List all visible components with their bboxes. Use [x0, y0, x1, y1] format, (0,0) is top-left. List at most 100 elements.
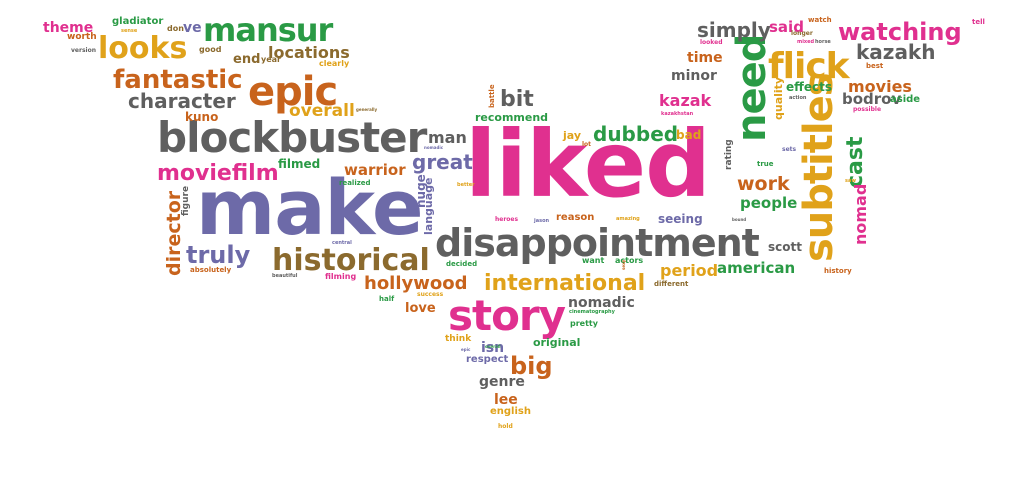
word-blockbuster: blockbuster	[157, 113, 428, 162]
word-cinematography: cinematography	[569, 309, 616, 315]
word-year: year	[261, 55, 281, 64]
word-simply: simply	[697, 18, 771, 42]
word-bound: bound	[732, 217, 746, 222]
word-bit: bit	[500, 87, 534, 112]
word-end: end	[233, 52, 260, 67]
word-jason: jason	[533, 218, 549, 224]
word-locations: locations	[268, 43, 350, 62]
word-lee: lee	[494, 392, 518, 408]
word-good: good	[199, 45, 222, 54]
word-generally: generally	[356, 107, 378, 112]
word-make: make	[196, 163, 423, 252]
word-looks: looks	[98, 31, 187, 66]
word-original: original	[533, 336, 580, 349]
word-sense: sense	[121, 28, 138, 34]
word-reason: reason	[556, 212, 594, 223]
word-subtitles: subtitles	[796, 73, 842, 262]
word-gladiator: gladiator	[112, 16, 163, 27]
word-clearly: clearly	[319, 59, 350, 68]
word-scott: scott	[768, 240, 802, 254]
word-fantastic: fantastic	[113, 65, 243, 95]
word-version: version	[71, 47, 96, 54]
word-theme: theme	[43, 20, 93, 36]
word-character: character	[128, 89, 236, 113]
word-story: story	[448, 291, 566, 340]
word-respect: respect	[466, 354, 509, 365]
word-hold: hold	[498, 423, 513, 430]
word-overall: overall	[289, 101, 355, 121]
word-don: don	[167, 24, 184, 33]
word-american: american	[717, 259, 795, 277]
word-nomad: nomad	[851, 184, 870, 245]
word-actors: actors	[615, 256, 643, 265]
word-flick: flick	[768, 46, 851, 87]
word-lot: lot	[582, 141, 591, 148]
word-said: said	[769, 18, 804, 36]
word-historical: historical	[272, 243, 430, 278]
word-great: great	[412, 150, 473, 174]
word-seeing: seeing	[658, 212, 703, 226]
word-bad: bad	[676, 128, 701, 142]
word-kazak: kazak	[659, 91, 712, 110]
word-watch: watch	[808, 16, 832, 24]
word-director: director	[163, 190, 185, 276]
word-history: history	[824, 267, 852, 275]
word-man: man	[428, 128, 467, 147]
word-cast: cast	[843, 136, 868, 188]
word-jay: jay	[562, 129, 581, 142]
word-genre: genre	[479, 374, 525, 390]
word-realized: realized	[339, 179, 371, 187]
word-possible: possible	[853, 106, 881, 113]
word-work: work	[737, 173, 790, 195]
word-huge: huge	[414, 174, 428, 208]
word-filming: filming	[325, 272, 356, 281]
word-quality: quality	[772, 77, 785, 120]
word-need: need	[729, 35, 775, 142]
word-truly: truly	[186, 241, 251, 269]
word-kazakhstan: kazakhstan	[661, 111, 694, 117]
word-battle: battle	[488, 84, 496, 108]
word-warrior: warrior	[344, 161, 406, 179]
word-ve: ve	[183, 20, 202, 36]
word-pretty: pretty	[570, 319, 599, 328]
word-moviefilm: moviefilm	[157, 161, 279, 186]
word-liked: liked	[465, 111, 710, 218]
word-dubbed: dubbed	[593, 122, 678, 146]
word-figure: figure	[181, 186, 191, 216]
word-epic: epic	[248, 69, 337, 115]
word-half: half	[379, 295, 395, 303]
word-aside: aside	[890, 94, 920, 105]
word-true: true	[757, 160, 774, 168]
word-central: central	[332, 240, 352, 246]
word-time: time	[687, 50, 723, 66]
word-mansur: mansur	[203, 11, 334, 49]
word-rating: rating	[724, 139, 734, 170]
word-bodrov: bodrov	[842, 90, 901, 108]
word-action: action	[789, 95, 807, 101]
word-horse: horse	[815, 39, 831, 45]
word-tell: tell	[972, 18, 985, 26]
word-movies: movies	[848, 77, 912, 96]
word-worth: worth	[67, 32, 97, 42]
word-kuno: kuno	[185, 110, 218, 124]
word-think: think	[445, 334, 472, 344]
word-big: big	[510, 352, 553, 380]
word-english: english	[490, 406, 531, 417]
word-mixed: mixed	[797, 39, 815, 45]
word-language: language	[422, 178, 435, 236]
word-beautiful: beautiful	[272, 273, 298, 279]
word-nomadic: nomadic	[568, 295, 635, 311]
word-watching: watching	[838, 18, 962, 46]
word-decided: decided	[446, 260, 477, 268]
word-sets: sets	[782, 146, 797, 153]
word-absolutely: absolutely	[190, 266, 232, 274]
word-international: international	[484, 271, 645, 296]
word-success: success	[417, 291, 444, 298]
word-amazing: amazing	[616, 216, 640, 222]
word-minor: minor	[671, 68, 717, 84]
word-longer: longer	[791, 30, 813, 37]
word-best: best	[866, 62, 884, 70]
word-saw: saw	[845, 178, 856, 184]
word-different: different	[654, 280, 689, 288]
